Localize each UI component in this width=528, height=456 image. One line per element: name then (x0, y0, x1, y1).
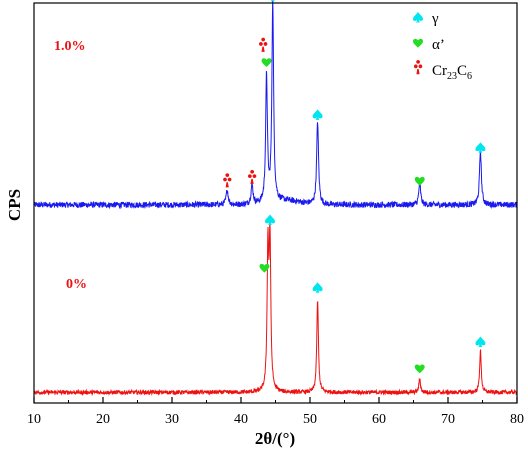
x-tick-label-10: 10 (27, 412, 41, 427)
series-line-1 (33, 221, 518, 397)
marker-layer (223, 0, 486, 374)
plot-clip-group (33, 0, 518, 397)
marker-heart-1-0 (259, 263, 270, 273)
x-tick-label-80: 80 (510, 412, 524, 427)
series-line-0 (33, 0, 518, 210)
x-tick-label-60: 60 (372, 412, 386, 427)
marker-spade-0-7 (475, 142, 486, 153)
legend-heart-icon (413, 38, 423, 48)
x-tick-label-40: 40 (234, 412, 248, 427)
y-axis-label: CPS (5, 189, 24, 221)
marker-spade-1-2 (312, 282, 323, 293)
x-tick-label-70: 70 (441, 412, 455, 427)
series-label-0: 0% (66, 277, 87, 292)
marker-heart-0-3 (261, 58, 272, 68)
marker-club-0-2 (258, 37, 268, 52)
marker-heart-1-3 (414, 364, 425, 374)
marker-spade-0-4 (270, 0, 275, 2)
marker-spade-0-5 (312, 109, 323, 120)
x-tick-label-50: 50 (303, 412, 317, 427)
legend-club-icon (413, 60, 423, 75)
legend-label-2: Cr23C6 (432, 63, 472, 82)
legend-label-1: α’ (432, 37, 445, 53)
marker-spade-1-1 (264, 214, 275, 225)
legend-spade-icon (413, 12, 423, 23)
marker-club-0-0 (223, 173, 232, 188)
x-tick-label-30: 30 (165, 412, 179, 427)
x-axis: 10 20 30 40 50 60 70 80 (27, 397, 524, 427)
marker-spade-1-4 (475, 336, 486, 347)
x-tick-label-20: 20 (96, 412, 110, 427)
series-label-1-0: 1.0% (54, 39, 86, 54)
x-axis-label: 2θ/(°) (255, 429, 295, 448)
legend: γ α’ Cr23C6 (413, 11, 472, 82)
marker-club-0-1 (247, 169, 257, 185)
marker-heart-0-6 (414, 176, 425, 186)
legend-label-0: γ (431, 11, 439, 27)
